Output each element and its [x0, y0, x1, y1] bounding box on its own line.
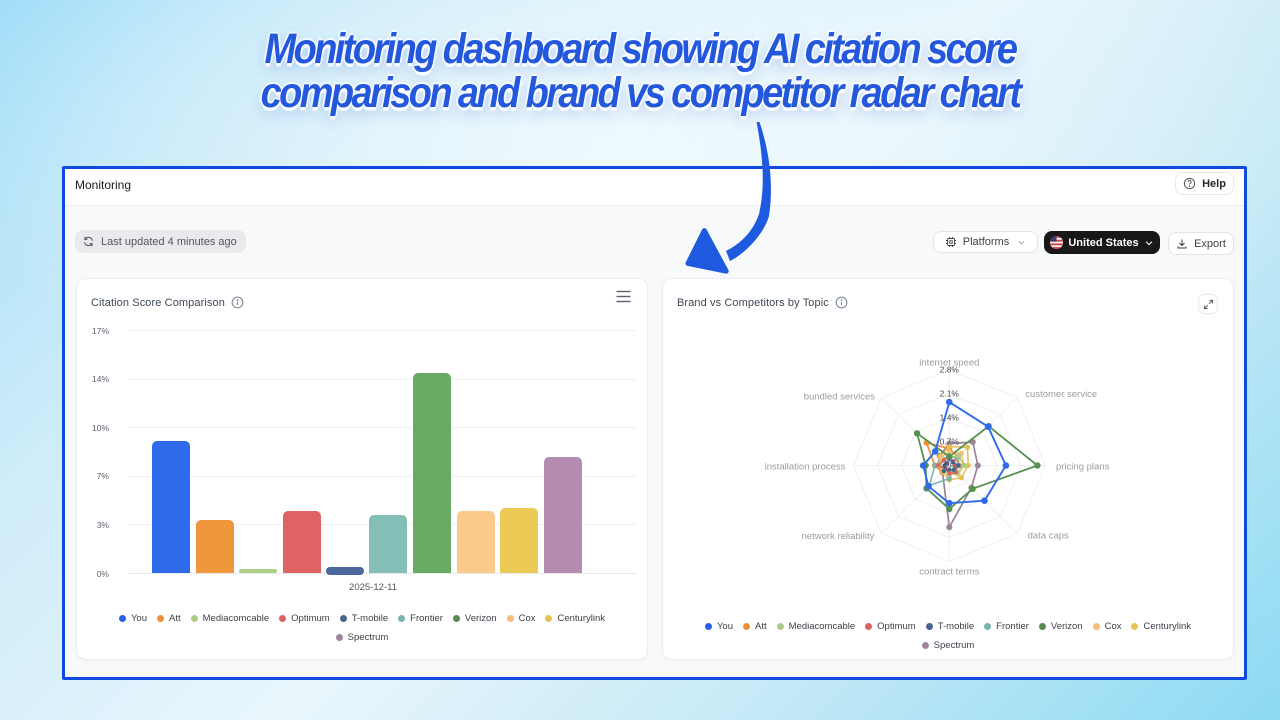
svg-text:pricing plans: pricing plans	[1056, 462, 1110, 473]
svg-text:2.8%: 2.8%	[940, 365, 960, 375]
svg-text:customer service: customer service	[1025, 389, 1097, 400]
svg-text:2.1%: 2.1%	[940, 389, 960, 399]
svg-text:installation process: installation process	[765, 462, 846, 473]
svg-text:0%: 0%	[943, 461, 956, 471]
svg-text:internet speed: internet speed	[919, 358, 979, 369]
svg-text:contract terms: contract terms	[919, 567, 979, 578]
svg-text:network reliability: network reliability	[802, 531, 875, 542]
svg-text:0.7%: 0.7%	[940, 437, 960, 447]
svg-text:bundled services: bundled services	[804, 392, 876, 403]
svg-text:data caps: data caps	[1028, 531, 1069, 542]
svg-text:1.4%: 1.4%	[940, 413, 960, 423]
